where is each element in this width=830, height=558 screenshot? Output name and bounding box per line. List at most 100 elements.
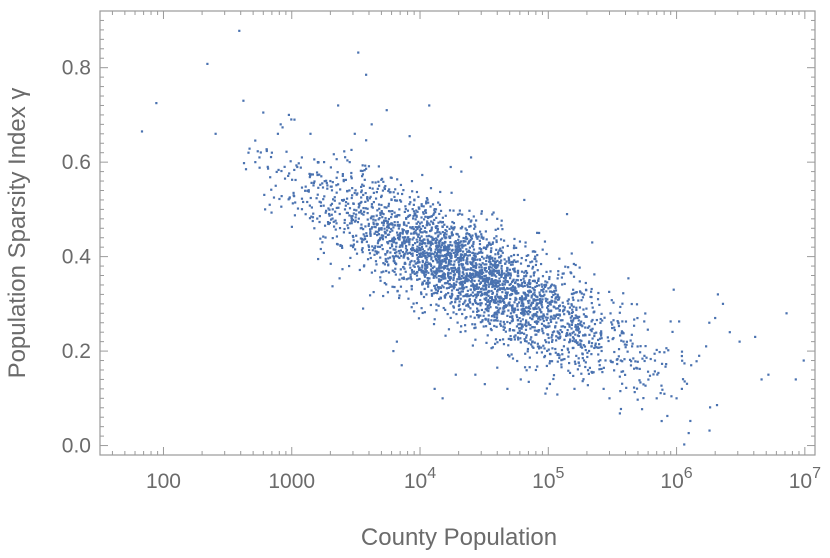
data-point [359, 237, 362, 240]
data-point [335, 191, 338, 194]
data-point [412, 249, 416, 252]
data-point [366, 211, 369, 215]
data-point [397, 227, 400, 230]
data-point [511, 280, 514, 284]
data-point [540, 301, 543, 304]
data-point [494, 342, 497, 345]
data-point [444, 245, 447, 248]
data-point [483, 263, 486, 266]
data-point [453, 273, 457, 276]
data-point [450, 292, 453, 295]
data-point [416, 250, 419, 253]
data-point [453, 274, 456, 277]
data-point [537, 347, 541, 350]
data-point [529, 261, 532, 264]
data-point [458, 244, 461, 248]
data-point [527, 307, 530, 310]
data-point [386, 291, 390, 294]
data-point [481, 319, 484, 322]
data-point [486, 306, 489, 309]
data-point [419, 291, 423, 294]
data-point [715, 404, 719, 407]
data-point [389, 191, 392, 194]
data-point [617, 322, 620, 325]
data-point [463, 280, 467, 284]
data-point [533, 291, 536, 294]
data-point [455, 248, 458, 251]
data-point [470, 268, 473, 271]
data-point [383, 227, 386, 230]
data-point [590, 330, 593, 333]
data-point [532, 274, 535, 277]
data-point [480, 264, 483, 267]
data-point [395, 340, 398, 343]
data-point [493, 260, 496, 263]
data-point [316, 193, 319, 196]
x-tick-base: 10 [660, 470, 683, 493]
data-point [509, 272, 512, 275]
data-point [468, 250, 471, 253]
data-point [360, 240, 364, 243]
data-point [439, 190, 442, 194]
data-point [453, 226, 456, 229]
data-point [599, 317, 602, 321]
data-point [444, 214, 447, 217]
data-point [572, 319, 575, 322]
data-point [525, 369, 528, 372]
data-point [572, 305, 575, 308]
data-point [413, 242, 417, 245]
data-point [441, 225, 444, 228]
data-point [460, 256, 463, 260]
data-point [467, 295, 470, 298]
data-point [571, 321, 574, 324]
data-point [502, 320, 505, 324]
data-point [382, 180, 385, 183]
data-point [464, 240, 467, 243]
data-point [324, 236, 327, 239]
data-point [390, 213, 393, 216]
data-point [459, 249, 462, 253]
data-point [307, 190, 310, 193]
data-point [421, 266, 424, 269]
data-point [462, 236, 465, 240]
data-point [625, 386, 628, 389]
data-point [476, 313, 479, 317]
data-point [482, 278, 485, 281]
data-point [568, 306, 571, 309]
data-point [577, 327, 580, 330]
data-point [411, 246, 414, 249]
data-point [459, 283, 462, 286]
data-point [432, 274, 436, 278]
data-point [450, 225, 453, 228]
data-point [386, 229, 389, 232]
data-point [474, 262, 477, 265]
data-point [382, 213, 385, 216]
data-point [315, 171, 319, 174]
data-point [435, 246, 438, 250]
data-point [387, 205, 390, 208]
data-point [329, 179, 332, 183]
data-point [345, 197, 349, 200]
data-point [423, 287, 426, 291]
data-point [377, 180, 380, 183]
data-point [462, 250, 465, 253]
data-point [562, 305, 565, 308]
data-point [322, 235, 325, 238]
data-point [454, 251, 457, 254]
data-point [516, 305, 519, 308]
data-point [680, 350, 684, 353]
data-point [289, 160, 292, 163]
data-point [458, 259, 461, 262]
data-point [439, 296, 442, 299]
data-point [429, 268, 433, 271]
data-point [310, 206, 313, 209]
data-point [416, 261, 419, 265]
data-point [574, 263, 577, 267]
data-point [491, 263, 494, 266]
data-point [546, 313, 549, 316]
data-point [318, 215, 321, 218]
data-point [456, 321, 459, 324]
data-point [477, 314, 480, 317]
data-point [559, 335, 562, 338]
data-point [472, 285, 475, 288]
